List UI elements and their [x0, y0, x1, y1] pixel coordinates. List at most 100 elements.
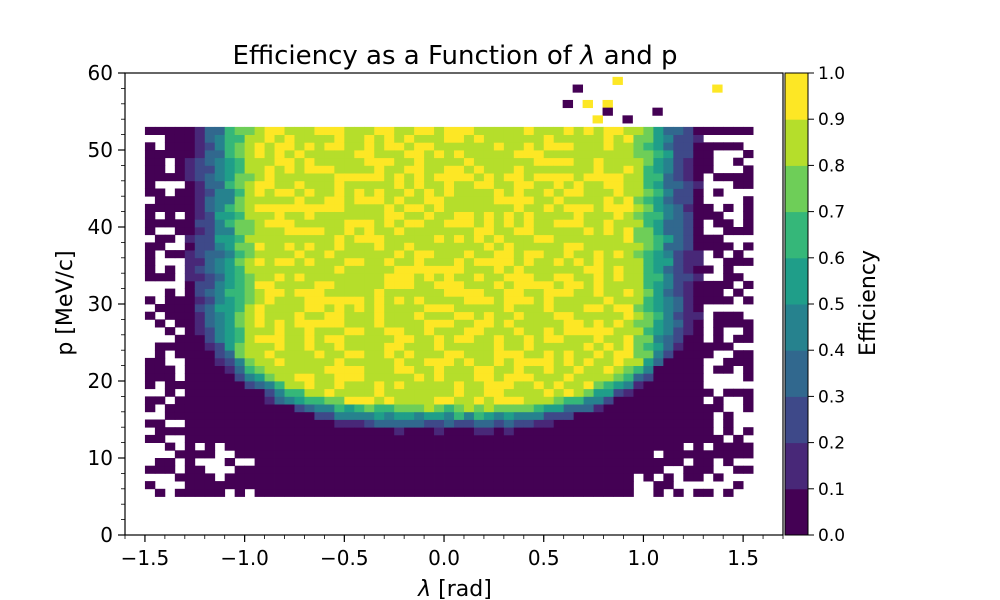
heatmap-cell — [503, 411, 515, 420]
heatmap-cell — [214, 165, 226, 174]
x-tick-label: 1.5 — [727, 546, 759, 570]
heatmap-cell — [194, 173, 206, 182]
heatmap-cell — [612, 76, 623, 85]
heatmap-cell — [663, 404, 674, 413]
heatmap-cell — [174, 311, 186, 320]
heatmap-cell — [374, 188, 385, 197]
heatmap-cell — [533, 427, 545, 436]
heatmap-cell — [394, 188, 405, 197]
heatmap-cell — [533, 365, 545, 374]
heatmap-cell — [404, 234, 415, 243]
heatmap-cell — [623, 165, 634, 174]
heatmap-cell — [643, 273, 654, 282]
heatmap-cell — [523, 126, 535, 135]
heatmap-cell — [304, 227, 315, 236]
heatmap-cell — [304, 234, 315, 243]
heatmap-cell — [503, 196, 515, 205]
heatmap-cell — [224, 404, 236, 413]
heatmap-cell — [254, 165, 265, 174]
heatmap-cell — [244, 473, 256, 482]
heatmap-cell — [434, 296, 445, 305]
heatmap-cell — [653, 311, 664, 320]
heatmap-cell — [454, 419, 465, 428]
heatmap-cell — [344, 126, 355, 135]
heatmap-cell — [583, 250, 594, 259]
heatmap-cell — [214, 273, 226, 282]
heatmap-cell — [713, 296, 724, 305]
heatmap-cell — [743, 388, 754, 397]
heatmap-cell — [483, 365, 495, 374]
heatmap-cell — [384, 134, 395, 143]
heatmap-cell — [314, 265, 325, 274]
heatmap-cell — [294, 242, 305, 251]
heatmap-cell — [404, 365, 415, 374]
heatmap-cell — [463, 242, 475, 251]
heatmap-cell — [224, 327, 236, 336]
heatmap-cell — [693, 434, 704, 443]
heatmap-cell — [404, 304, 415, 313]
heatmap-cell — [653, 442, 664, 451]
heatmap-cell — [703, 142, 714, 151]
heatmap-cell — [473, 404, 485, 413]
heatmap-cell — [553, 250, 565, 259]
heatmap-cell — [314, 288, 325, 297]
heatmap-cell — [623, 458, 634, 467]
heatmap-cell — [394, 357, 405, 366]
heatmap-cell — [414, 442, 425, 451]
heatmap-cell — [174, 173, 186, 182]
heatmap-cell — [553, 365, 565, 374]
heatmap-cell — [653, 173, 664, 182]
heatmap-cell — [444, 203, 455, 212]
heatmap-cell — [244, 126, 256, 135]
heatmap-cell — [543, 126, 555, 135]
heatmap-cell — [643, 442, 654, 451]
heatmap-cell — [374, 288, 385, 297]
heatmap-cell — [593, 150, 604, 159]
heatmap-cell — [194, 334, 206, 343]
heatmap-cell — [384, 219, 395, 228]
heatmap-cell — [354, 327, 365, 336]
heatmap-cell — [224, 304, 236, 313]
heatmap-cell — [294, 365, 305, 374]
heatmap-cell — [633, 411, 644, 420]
heatmap-cell — [613, 473, 624, 482]
heatmap-cell — [394, 203, 405, 212]
heatmap-cell — [723, 227, 734, 236]
heatmap-cell — [264, 450, 275, 459]
heatmap-cell — [344, 357, 355, 366]
heatmap-cell — [384, 350, 395, 359]
heatmap-cell — [523, 196, 535, 205]
heatmap-cell — [394, 327, 405, 336]
heatmap-cell — [364, 250, 375, 259]
heatmap-cell — [314, 150, 325, 159]
heatmap-cell — [264, 342, 275, 351]
heatmap-cell — [394, 288, 405, 297]
heatmap-cell — [623, 350, 634, 359]
heatmap-cell — [643, 188, 654, 197]
heatmap-cell — [424, 150, 435, 159]
heatmap-cell — [344, 411, 355, 420]
heatmap-cell — [743, 242, 754, 251]
heatmap-cell — [593, 450, 604, 459]
heatmap-cell — [334, 404, 345, 413]
heatmap-cell — [603, 327, 614, 336]
heatmap-cell — [334, 250, 345, 259]
heatmap-cell — [563, 165, 575, 174]
heatmap-cell — [174, 126, 186, 135]
heatmap-cell — [673, 203, 684, 212]
heatmap-cell — [563, 126, 575, 135]
heatmap-cell — [314, 442, 325, 451]
heatmap-cell — [224, 126, 236, 135]
heatmap-cell — [473, 373, 485, 382]
heatmap-cell — [254, 319, 265, 328]
heatmap-cell — [603, 157, 614, 166]
heatmap-cell — [463, 142, 475, 151]
heatmap-cell — [234, 211, 246, 220]
heatmap-cell — [364, 334, 375, 343]
heatmap-cell — [583, 203, 594, 212]
heatmap-cell — [613, 434, 624, 443]
heatmap-cell — [204, 219, 216, 228]
heatmap-cell — [633, 381, 644, 390]
heatmap-cell — [583, 350, 594, 359]
x-axis-lambda: λ — [417, 577, 431, 600]
